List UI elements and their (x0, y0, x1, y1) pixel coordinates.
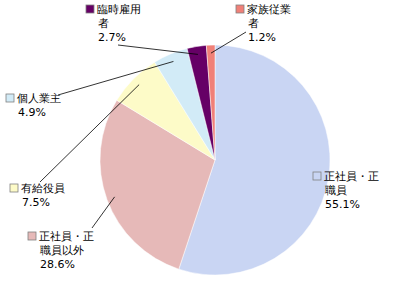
pie-slice (187, 45, 215, 160)
leader-line (118, 45, 198, 54)
labels: 正社員・正職員55.1% 正社員・正職員以外28.6% 有給役員7.5% 個人業主4.… (6, 3, 379, 271)
data-label: 4.9% (18, 106, 46, 119)
data-label: 2.7% (98, 31, 126, 44)
pie (100, 45, 330, 275)
label-swatch (86, 5, 94, 13)
slice-label: 個人業主 (17, 92, 61, 105)
label-swatch (313, 172, 321, 180)
data-label: 7.5% (22, 196, 50, 209)
leader-line (58, 61, 173, 95)
label-swatch (28, 232, 36, 240)
data-label: 55.1% (325, 198, 360, 211)
leader-line (211, 32, 246, 53)
slice-label: 有給役員 (21, 182, 65, 195)
data-label: 1.2% (248, 31, 276, 44)
pie-slice (206, 45, 215, 160)
slice-label: 家族従業者 (247, 3, 291, 30)
label-swatch (236, 5, 244, 13)
leader-line (92, 197, 115, 228)
slice-label: 正社員・正職員 (324, 170, 379, 197)
slice-label: 正社員・正職員以外 (39, 230, 94, 257)
chart: 正社員・正職員55.1% 正社員・正職員以外28.6% 有給役員7.5% 個人業主4.… (0, 0, 405, 284)
label-swatch (10, 184, 18, 192)
slice-label: 臨時雇用者 (97, 3, 141, 30)
label-swatch (6, 94, 14, 102)
data-label: 28.6% (40, 258, 75, 271)
